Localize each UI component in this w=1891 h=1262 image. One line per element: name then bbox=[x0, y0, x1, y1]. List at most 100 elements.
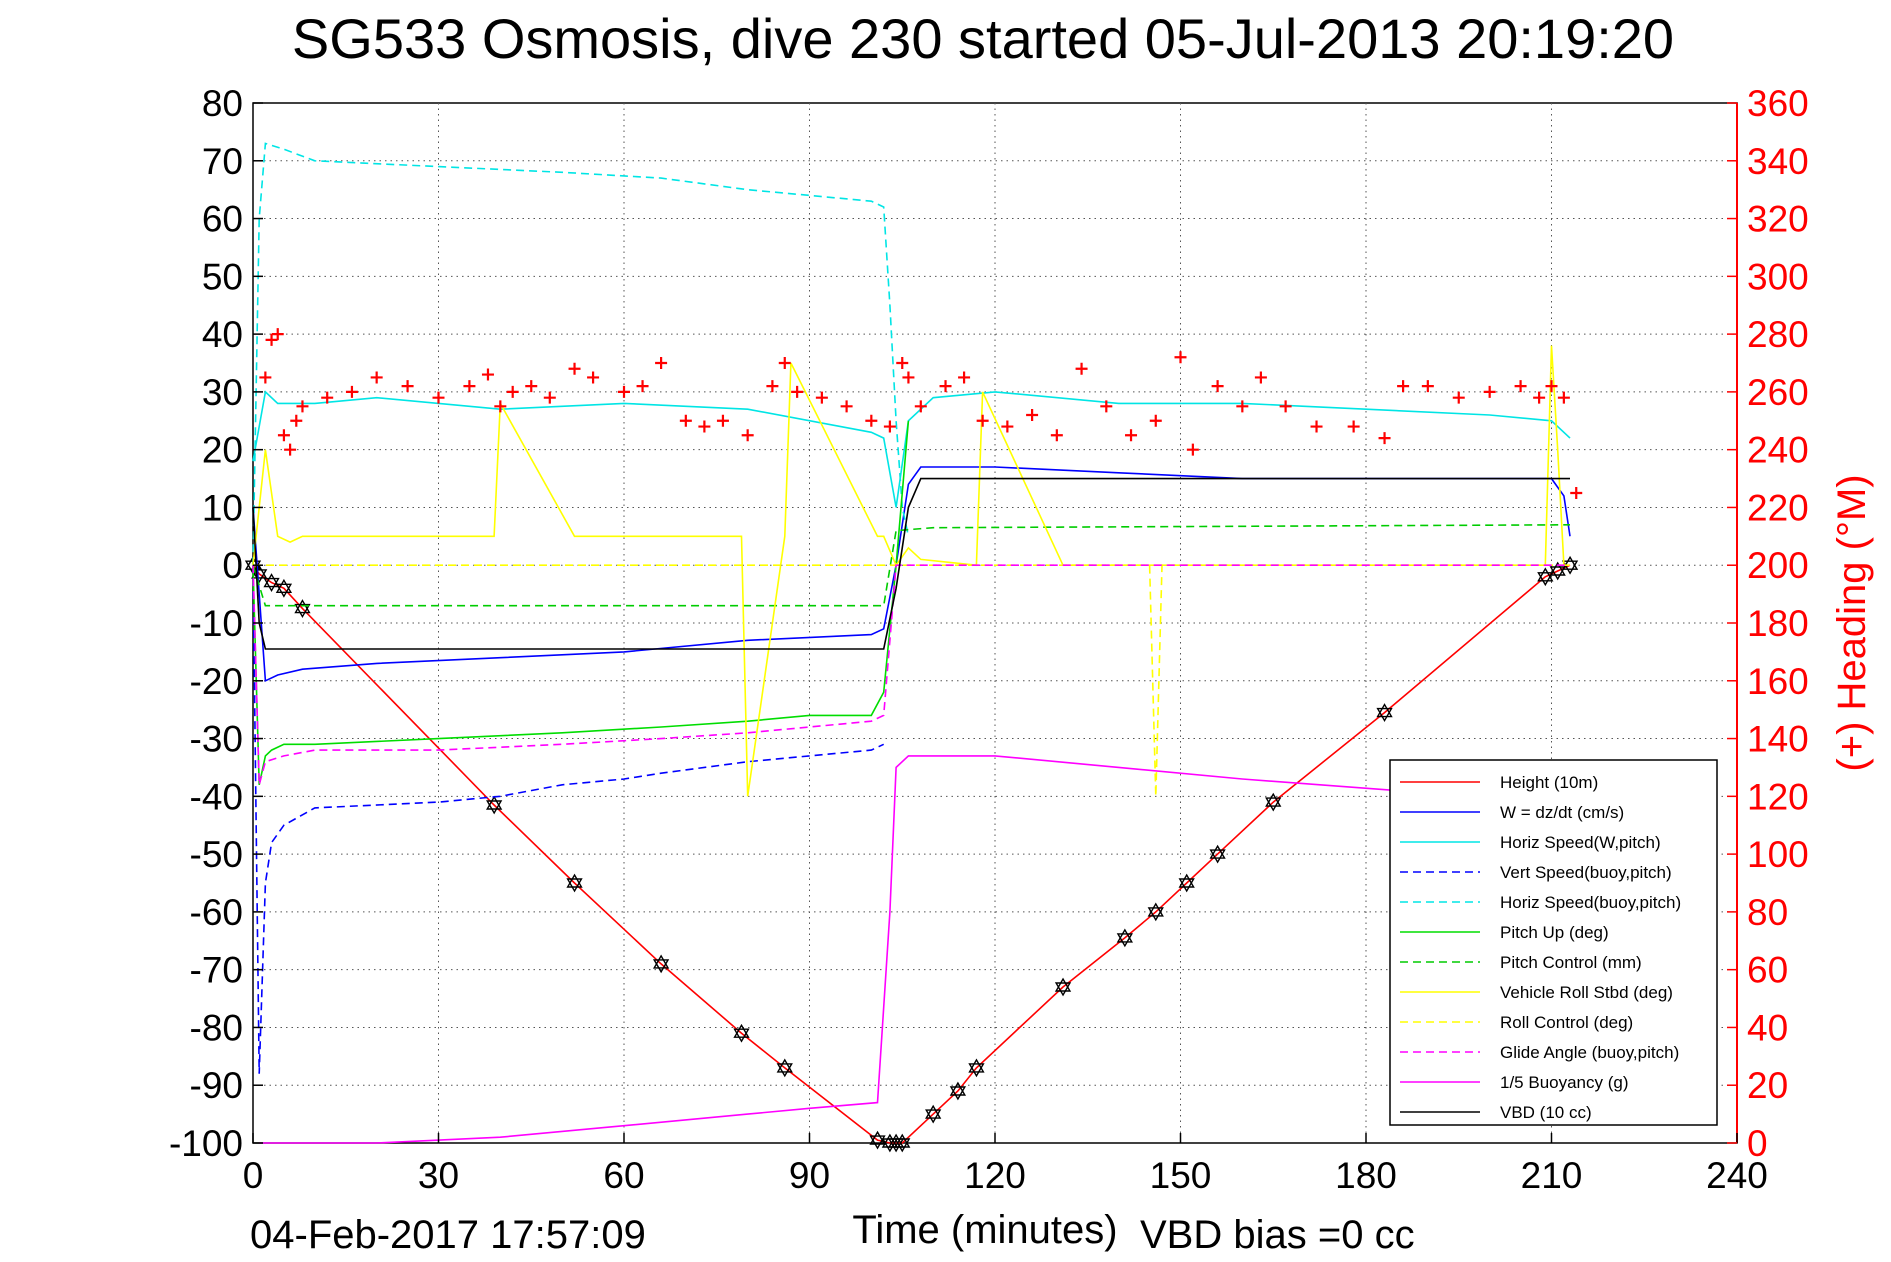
legend: Height (10m) W = dz/dt (cm/s) Horiz Speed(… bbox=[1389, 759, 1718, 1126]
series-4 bbox=[252, 142, 910, 566]
heading-point bbox=[865, 414, 878, 427]
heading-point bbox=[265, 333, 278, 346]
series-line bbox=[252, 564, 1571, 1144]
heading-point bbox=[1149, 414, 1162, 427]
height-marker bbox=[894, 1138, 911, 1153]
height-marker bbox=[733, 1028, 750, 1043]
heading-point bbox=[1452, 391, 1465, 404]
height-marker bbox=[869, 1135, 886, 1150]
height-marker bbox=[968, 1063, 985, 1078]
height-marker bbox=[275, 578, 293, 594]
y-right-tick-label: 220 bbox=[1747, 487, 1809, 528]
y-tick-label: 30 bbox=[202, 372, 243, 413]
series-0 bbox=[244, 555, 1579, 1153]
height-marker bbox=[733, 1023, 750, 1038]
y-right-axis-ticks: 3603403203002802602402202001801601401201… bbox=[1727, 83, 1809, 1164]
height-marker bbox=[776, 1063, 793, 1078]
footer-vbd-bias: VBD bias =0 cc bbox=[1140, 1213, 1415, 1257]
heading-point bbox=[902, 371, 915, 384]
legend-label: VBD (10 cc) bbox=[1500, 1103, 1592, 1122]
height-marker bbox=[1054, 977, 1072, 992]
series-12 bbox=[259, 328, 1583, 499]
heading-point bbox=[370, 371, 383, 384]
y-right-tick-label: 60 bbox=[1747, 950, 1788, 991]
x-tick-label: 60 bbox=[603, 1155, 644, 1196]
y-tick-label: -10 bbox=[190, 603, 243, 644]
heading-point bbox=[741, 429, 754, 442]
x-axis-label: Time (minutes) bbox=[852, 1208, 1117, 1252]
height-marker bbox=[949, 1086, 967, 1101]
height-marker bbox=[1209, 849, 1226, 864]
height-marker bbox=[1147, 902, 1164, 917]
heading-point bbox=[1347, 420, 1360, 433]
legend-label: Vert Speed(buoy,pitch) bbox=[1500, 863, 1672, 882]
y-right-tick-label: 200 bbox=[1747, 545, 1809, 586]
height-marker bbox=[566, 873, 583, 888]
x-tick-label: 120 bbox=[964, 1155, 1026, 1196]
y-right-tick-label: 300 bbox=[1747, 256, 1809, 297]
series-layer bbox=[244, 142, 1583, 1153]
height-marker bbox=[1376, 703, 1393, 718]
heading-point bbox=[778, 357, 791, 369]
heading-point bbox=[543, 391, 556, 404]
heading-point bbox=[883, 420, 896, 433]
heading-point bbox=[568, 362, 581, 375]
height-marker bbox=[1116, 928, 1133, 943]
y-tick-label: 10 bbox=[202, 487, 243, 528]
series-line bbox=[259, 755, 1397, 1144]
heading-point bbox=[698, 420, 711, 433]
heading-point bbox=[716, 414, 729, 427]
heading-point bbox=[655, 357, 668, 369]
heading-point bbox=[277, 429, 290, 442]
height-marker bbox=[652, 959, 670, 974]
x-tick-label: 240 bbox=[1706, 1155, 1768, 1196]
heading-point bbox=[1533, 391, 1546, 404]
heading-point bbox=[1254, 371, 1267, 384]
heading-point bbox=[345, 385, 358, 398]
legend-label: Vehicle Roll Stbd (deg) bbox=[1500, 983, 1673, 1002]
series-line bbox=[252, 390, 1571, 508]
heading-point bbox=[587, 371, 600, 384]
heading-point bbox=[284, 443, 297, 456]
heading-point bbox=[791, 385, 804, 398]
heading-point bbox=[1545, 380, 1558, 393]
heading-point bbox=[766, 380, 779, 393]
x-tick-label: 210 bbox=[1521, 1155, 1583, 1196]
heading-point bbox=[815, 391, 828, 404]
y-right-tick-label: 360 bbox=[1747, 83, 1809, 124]
heading-point bbox=[1125, 429, 1138, 442]
legend-label: W = dz/dt (cm/s) bbox=[1500, 803, 1624, 822]
height-marker bbox=[1265, 797, 1282, 812]
heading-point bbox=[1174, 351, 1187, 364]
height-marker bbox=[486, 800, 503, 815]
y-right-tick-label: 320 bbox=[1747, 199, 1809, 240]
series-9 bbox=[252, 564, 1570, 786]
height-marker bbox=[1209, 844, 1226, 859]
height-marker bbox=[263, 577, 280, 592]
y-tick-label: -70 bbox=[190, 950, 243, 991]
y-right-tick-label: 280 bbox=[1747, 314, 1809, 355]
y-tick-label: -40 bbox=[190, 776, 243, 817]
heading-point bbox=[1026, 409, 1039, 421]
heading-point bbox=[494, 400, 507, 413]
x-tick-label: 180 bbox=[1335, 1155, 1397, 1196]
legend-label: Height (10m) bbox=[1500, 773, 1598, 792]
heading-point bbox=[896, 357, 909, 369]
height-marker bbox=[294, 603, 311, 618]
y-tick-label: -50 bbox=[190, 834, 243, 875]
legend-label: Glide Angle (buoy,pitch) bbox=[1500, 1043, 1679, 1062]
height-marker bbox=[294, 599, 311, 614]
y-tick-label: -90 bbox=[190, 1065, 243, 1106]
height-marker bbox=[925, 1109, 942, 1124]
heading-point bbox=[259, 371, 272, 384]
y-tick-label: -60 bbox=[190, 892, 243, 933]
heading-point bbox=[296, 400, 309, 413]
heading-point bbox=[976, 414, 989, 427]
legend-label: 1/5 Buoyancy (g) bbox=[1500, 1073, 1629, 1092]
series-10 bbox=[259, 755, 1397, 1144]
series-2 bbox=[252, 390, 1571, 508]
y-tick-label: 0 bbox=[222, 545, 243, 586]
y-right-tick-label: 100 bbox=[1747, 834, 1809, 875]
heading-point bbox=[1100, 400, 1113, 413]
height-marker bbox=[1265, 792, 1282, 807]
